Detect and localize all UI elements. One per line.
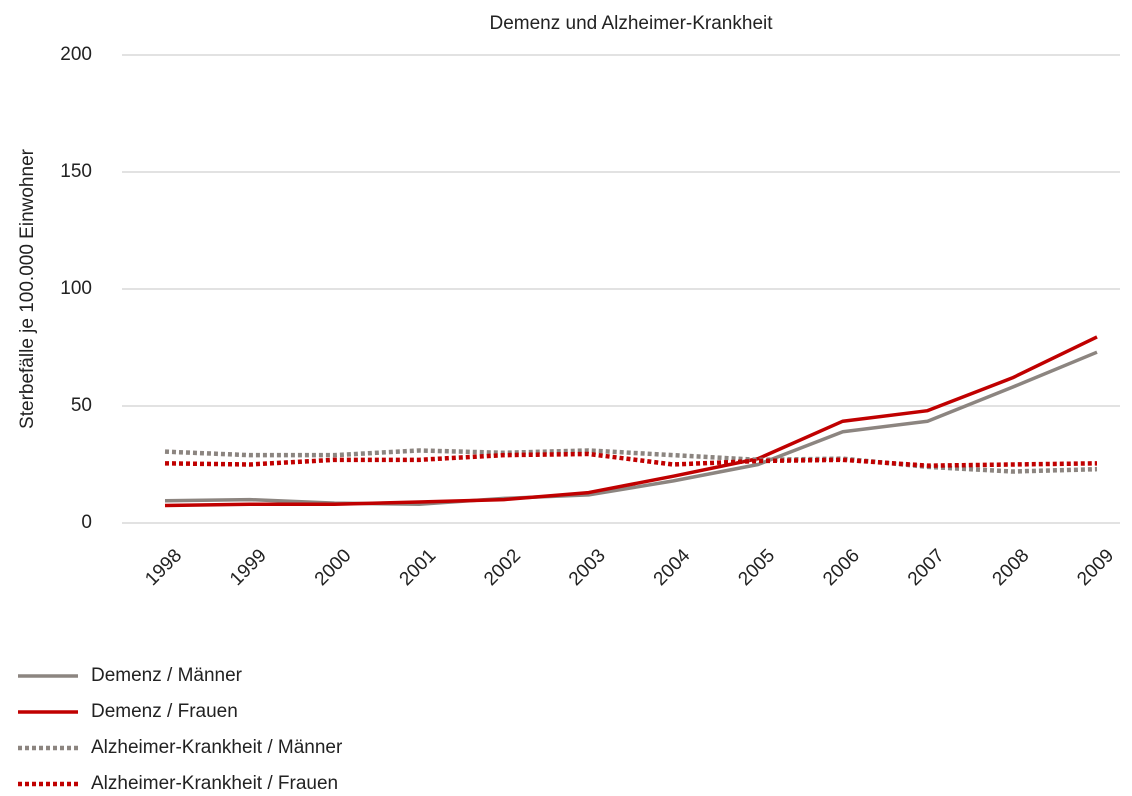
series-line [164,350,1098,507]
chart-title: Demenz und Alzheimer-Krankheit [489,13,773,34]
series-line [164,451,1098,468]
x-tick-label: 2007 [904,545,949,590]
y-axis-label: Sterbefälle je 100.000 Einwohner [17,148,38,429]
y-tick-label: 150 [60,161,92,182]
x-tick-label: 2005 [734,545,779,590]
x-tick-label: 2006 [819,545,864,590]
x-tick-label: 2001 [396,545,441,590]
x-tick-label: 2009 [1073,545,1118,590]
y-tick-label: 0 [81,512,92,533]
x-tick-label: 1999 [226,545,271,590]
x-tick-label: 2002 [480,545,525,590]
x-tick-label: 2008 [989,545,1034,590]
y-tick-label: 200 [60,44,92,65]
x-tick-label: 2003 [565,545,610,590]
legend-label: Alzheimer-Krankheit / Frauen [91,773,338,794]
series-line [164,335,1098,508]
legend-label: Demenz / Frauen [91,701,238,722]
y-tick-label: 100 [60,278,92,299]
series-line [164,448,1098,474]
x-tick-label: 2004 [650,545,695,590]
x-tick-label: 1998 [141,545,186,590]
x-tick-label: 2000 [311,545,356,590]
y-tick-label: 50 [71,395,92,416]
legend-label: Demenz / Männer [91,665,243,686]
legend-label: Alzheimer-Krankheit / Männer [91,737,343,758]
